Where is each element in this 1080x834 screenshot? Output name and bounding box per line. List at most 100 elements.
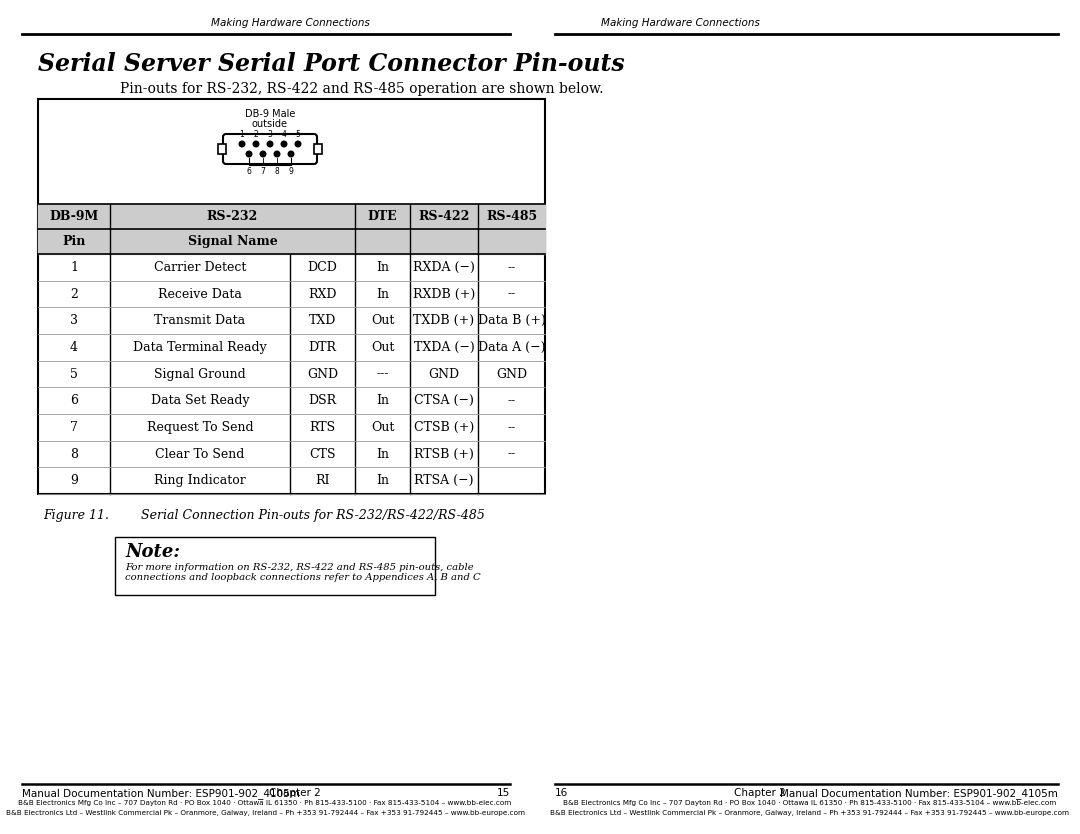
Circle shape — [267, 141, 273, 147]
Circle shape — [274, 151, 280, 157]
Text: --: -- — [508, 261, 515, 274]
Text: B&B Electronics Ltd – Westlink Commercial Pk – Oranmore, Galway, Ireland – Ph +3: B&B Electronics Ltd – Westlink Commercia… — [551, 810, 1069, 816]
Text: In: In — [376, 475, 389, 487]
Circle shape — [239, 141, 245, 147]
Text: outside: outside — [252, 119, 288, 129]
Text: Serial Server Serial Port Connector Pin-outs: Serial Server Serial Port Connector Pin-… — [38, 52, 624, 76]
Text: DCD: DCD — [308, 261, 337, 274]
Text: 2: 2 — [254, 130, 258, 139]
Text: Out: Out — [370, 341, 394, 354]
Text: RI: RI — [315, 475, 329, 487]
Text: 1: 1 — [70, 261, 78, 274]
Circle shape — [281, 141, 287, 147]
Text: TXDA (−): TXDA (−) — [414, 341, 474, 354]
Text: Note:: Note: — [125, 543, 180, 561]
Text: 6: 6 — [70, 394, 78, 407]
Text: 4: 4 — [70, 341, 78, 354]
Text: In: In — [376, 394, 389, 407]
Text: Carrier Detect: Carrier Detect — [153, 261, 246, 274]
Text: RXDA (−): RXDA (−) — [413, 261, 475, 274]
Text: Pin: Pin — [63, 235, 85, 248]
Text: 5: 5 — [70, 368, 78, 380]
Bar — [218, 144, 226, 154]
Text: RXD: RXD — [308, 288, 337, 300]
Bar — [314, 144, 322, 154]
Text: Ring Indicator: Ring Indicator — [154, 475, 246, 487]
Text: B&B Electronics Ltd – Westlink Commercial Pk – Oranmore, Galway, Ireland – Ph +3: B&B Electronics Ltd – Westlink Commercia… — [5, 810, 525, 816]
Text: Manual Documentation Number: ESP901-902_4105m: Manual Documentation Number: ESP901-902_… — [780, 788, 1058, 799]
Text: Chapter 2: Chapter 2 — [734, 788, 786, 798]
Text: Data Terminal Ready: Data Terminal Ready — [133, 341, 267, 354]
Text: 3: 3 — [70, 314, 78, 327]
Text: Data A (−): Data A (−) — [477, 341, 545, 354]
Text: RTSA (−): RTSA (−) — [415, 475, 474, 487]
Text: DB-9 Male: DB-9 Male — [245, 109, 295, 119]
Circle shape — [253, 141, 259, 147]
Circle shape — [288, 151, 294, 157]
Text: --: -- — [508, 448, 515, 460]
Text: GND: GND — [496, 368, 527, 380]
Circle shape — [295, 141, 301, 147]
Text: Making Hardware Connections: Making Hardware Connections — [211, 18, 369, 28]
Text: GND: GND — [307, 368, 338, 380]
Circle shape — [260, 151, 266, 157]
Text: Signal Ground: Signal Ground — [154, 368, 246, 380]
Text: B&B Electronics Mfg Co Inc – 707 Dayton Rd · PO Box 1040 · Ottawa IL 61350 · Ph : B&B Electronics Mfg Co Inc – 707 Dayton … — [18, 800, 512, 806]
Text: 8: 8 — [274, 167, 280, 176]
Text: 2: 2 — [70, 288, 78, 300]
Text: 7: 7 — [260, 167, 266, 176]
Text: 7: 7 — [70, 421, 78, 434]
Text: RS-422: RS-422 — [418, 210, 470, 223]
Text: DB-9M: DB-9M — [50, 210, 98, 223]
Text: Signal Name: Signal Name — [188, 235, 278, 248]
Text: In: In — [376, 448, 389, 460]
Text: Data B (+): Data B (+) — [477, 314, 545, 327]
Text: --: -- — [508, 421, 515, 434]
Text: 1: 1 — [240, 130, 244, 139]
Text: ---: --- — [376, 368, 389, 380]
Text: Data Set Ready: Data Set Ready — [151, 394, 249, 407]
Text: In: In — [376, 288, 389, 300]
Text: Figure 11.        Serial Connection Pin-outs for RS-232/RS-422/RS-485: Figure 11. Serial Connection Pin-outs fo… — [43, 509, 485, 522]
Bar — [38, 229, 545, 254]
Text: Chapter 2: Chapter 2 — [269, 788, 321, 798]
Text: Making Hardware Connections: Making Hardware Connections — [600, 18, 759, 28]
Text: CTSB (+): CTSB (+) — [414, 421, 474, 434]
Text: CTSA (−): CTSA (−) — [414, 394, 474, 407]
Text: RS-485: RS-485 — [486, 210, 537, 223]
FancyBboxPatch shape — [222, 134, 318, 164]
Text: 16: 16 — [555, 788, 568, 798]
Text: RS-232: RS-232 — [207, 210, 258, 223]
Text: DSR: DSR — [309, 394, 337, 407]
Text: For more information on RS-232, RS-422 and RS-485 pin-outs, cable
connections an: For more information on RS-232, RS-422 a… — [125, 563, 481, 582]
Text: DTR: DTR — [309, 341, 337, 354]
Text: --: -- — [508, 288, 515, 300]
Text: 4: 4 — [282, 130, 286, 139]
Text: In: In — [376, 261, 389, 274]
Text: TXDB (+): TXDB (+) — [414, 314, 474, 327]
Text: RXDB (+): RXDB (+) — [413, 288, 475, 300]
Text: DTE: DTE — [367, 210, 397, 223]
Text: 9: 9 — [288, 167, 294, 176]
Text: CTS: CTS — [309, 448, 336, 460]
Bar — [114, 537, 435, 595]
Text: Manual Documentation Number: ESP901-902_4105m: Manual Documentation Number: ESP901-902_… — [22, 788, 300, 799]
Text: Request To Send: Request To Send — [147, 421, 254, 434]
Text: 15: 15 — [497, 788, 510, 798]
Text: RTSB (+): RTSB (+) — [414, 448, 474, 460]
Text: 8: 8 — [70, 448, 78, 460]
Text: 5: 5 — [296, 130, 300, 139]
Circle shape — [246, 151, 252, 157]
Text: Pin-outs for RS-232, RS-422 and RS-485 operation are shown below.: Pin-outs for RS-232, RS-422 and RS-485 o… — [120, 82, 604, 96]
Bar — [38, 99, 545, 494]
Text: TXD: TXD — [309, 314, 336, 327]
Text: Clear To Send: Clear To Send — [156, 448, 245, 460]
Text: Out: Out — [370, 314, 394, 327]
Text: 3: 3 — [268, 130, 272, 139]
Text: B&B Electronics Mfg Co Inc – 707 Dayton Rd · PO Box 1040 · Ottawa IL 61350 · Ph : B&B Electronics Mfg Co Inc – 707 Dayton … — [564, 800, 1056, 806]
Text: GND: GND — [429, 368, 460, 380]
Text: RTS: RTS — [310, 421, 336, 434]
Text: Receive Data: Receive Data — [158, 288, 242, 300]
Text: 6: 6 — [246, 167, 252, 176]
Bar — [38, 204, 545, 229]
